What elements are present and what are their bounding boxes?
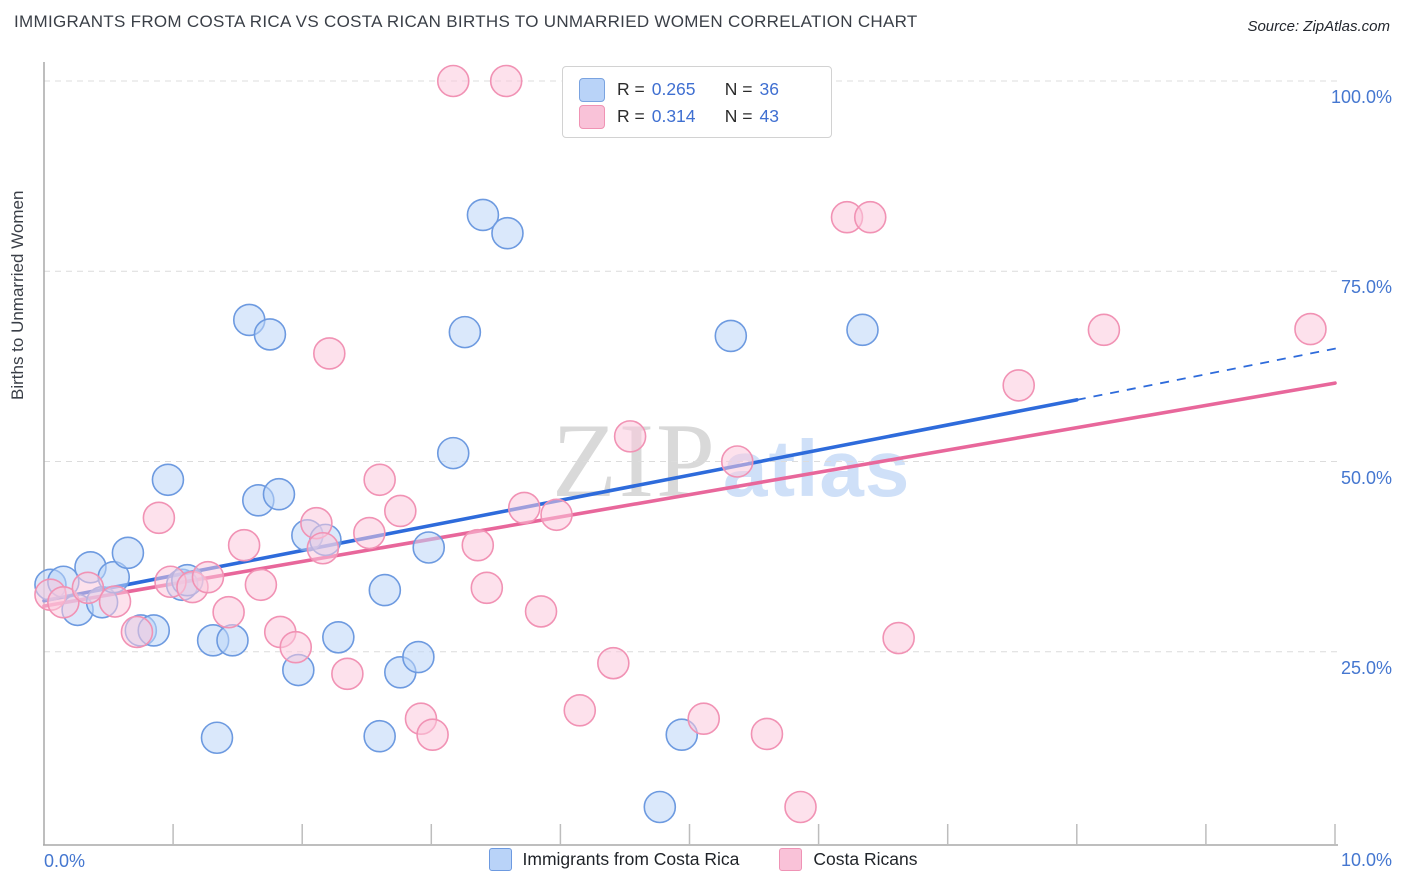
pink-data-point [227, 528, 261, 562]
pink-data-point [98, 585, 132, 618]
pink-series-swatch-icon [779, 848, 803, 871]
legend-row-pink: R = 0.314 N = 43 [579, 103, 831, 130]
pink-data-point [461, 528, 495, 562]
y-tick-label: 75.0% [1340, 277, 1392, 298]
x-axis-label-max: 10.0% [1340, 850, 1392, 870]
pink-data-point [384, 494, 417, 528]
pink-data-point [353, 516, 386, 550]
blue-data-point [368, 573, 402, 607]
pink-data-point [784, 790, 817, 824]
pink-data-point [306, 531, 340, 565]
blue-data-point [262, 477, 296, 511]
pink-legend-swatch-icon [579, 104, 605, 129]
pink-data-point [489, 64, 523, 98]
blue-data-point [253, 318, 287, 351]
pink-data-point [120, 615, 154, 649]
r-label: R = [617, 79, 645, 99]
y-tick-label: 100.0% [1330, 87, 1392, 107]
blue-data-point [714, 319, 748, 353]
r-value-pink: 0.314 [651, 106, 696, 126]
pink-data-point [853, 200, 887, 234]
pink-data-point [313, 337, 346, 370]
pink-data-point [436, 64, 470, 98]
blue-data-point [491, 216, 524, 250]
blue-data-point [466, 198, 500, 232]
r-value-blue: 0.265 [651, 79, 696, 99]
blue-series-label: Immigrants from Costa Rica [522, 849, 740, 869]
pink-data-point [597, 646, 630, 680]
series-legend-item-blue: Immigrants from Costa Rica [488, 848, 740, 871]
pink-data-point [331, 657, 364, 691]
pink-data-point [47, 585, 80, 619]
y-tick-label: 50.0% [1340, 467, 1392, 488]
page-title: IMMIGRANTS FROM COSTA RICA VS COSTA RICA… [14, 12, 918, 31]
blue-data-point [363, 719, 396, 753]
blue-data-point [846, 313, 879, 347]
series-legend-item-pink: Costa Ricans [779, 848, 917, 871]
pink-data-point [1002, 369, 1036, 402]
pink-data-point [507, 491, 541, 525]
correlation-legend: R = 0.265 N = 36 R = 0.314 N = 43 [562, 66, 832, 138]
pink-data-point [470, 571, 504, 605]
blue-data-point [111, 536, 145, 570]
pink-data-point [1087, 313, 1121, 347]
blue-data-point [200, 721, 234, 755]
pink-data-point [191, 560, 225, 594]
blue-data-point [448, 315, 482, 349]
blue-data-point [151, 463, 185, 497]
pink-data-point [71, 571, 105, 605]
blue-data-point [665, 718, 699, 751]
blue-data-point [216, 624, 249, 657]
x-axis-label-min: 0.0% [44, 851, 86, 871]
pink-data-point [720, 445, 754, 478]
blue-legend-swatch-icon [579, 77, 605, 102]
source-attribution: Source: ZipAtlas.com [1247, 18, 1390, 35]
trend-line-extension [1076, 346, 1342, 401]
pink-data-point [212, 595, 245, 629]
pink-data-point [244, 568, 278, 602]
r-label: R = [617, 106, 645, 126]
blue-series-swatch-icon [488, 848, 512, 871]
n-label: N = [724, 79, 753, 99]
pink-series-label: Costa Ricans [813, 849, 918, 869]
blue-data-point [412, 531, 446, 564]
blue-data-point [436, 436, 470, 470]
pink-data-point [416, 718, 449, 751]
n-value-blue: 36 [759, 79, 779, 99]
pink-data-point [563, 694, 597, 727]
pink-data-point [882, 621, 915, 655]
legend-row-blue: R = 0.265 N = 36 [579, 76, 831, 103]
pink-data-point [613, 420, 647, 453]
pink-data-point [363, 463, 396, 497]
pink-data-point [142, 501, 176, 535]
n-label: N = [724, 106, 753, 126]
pink-data-point [1294, 312, 1327, 346]
pink-data-point [750, 717, 784, 751]
trend-line [42, 381, 1337, 608]
pink-data-point [687, 702, 721, 736]
n-value-pink: 43 [759, 106, 779, 126]
y-tick-label: 25.0% [1340, 657, 1392, 678]
pink-data-point [524, 595, 558, 628]
pink-data-point [279, 630, 313, 664]
blue-data-point [643, 790, 677, 824]
blue-data-point [402, 640, 435, 674]
blue-data-point [322, 620, 355, 654]
pink-data-point [540, 498, 573, 532]
series-legend: Immigrants from Costa Rica Costa Ricans [0, 848, 1406, 871]
